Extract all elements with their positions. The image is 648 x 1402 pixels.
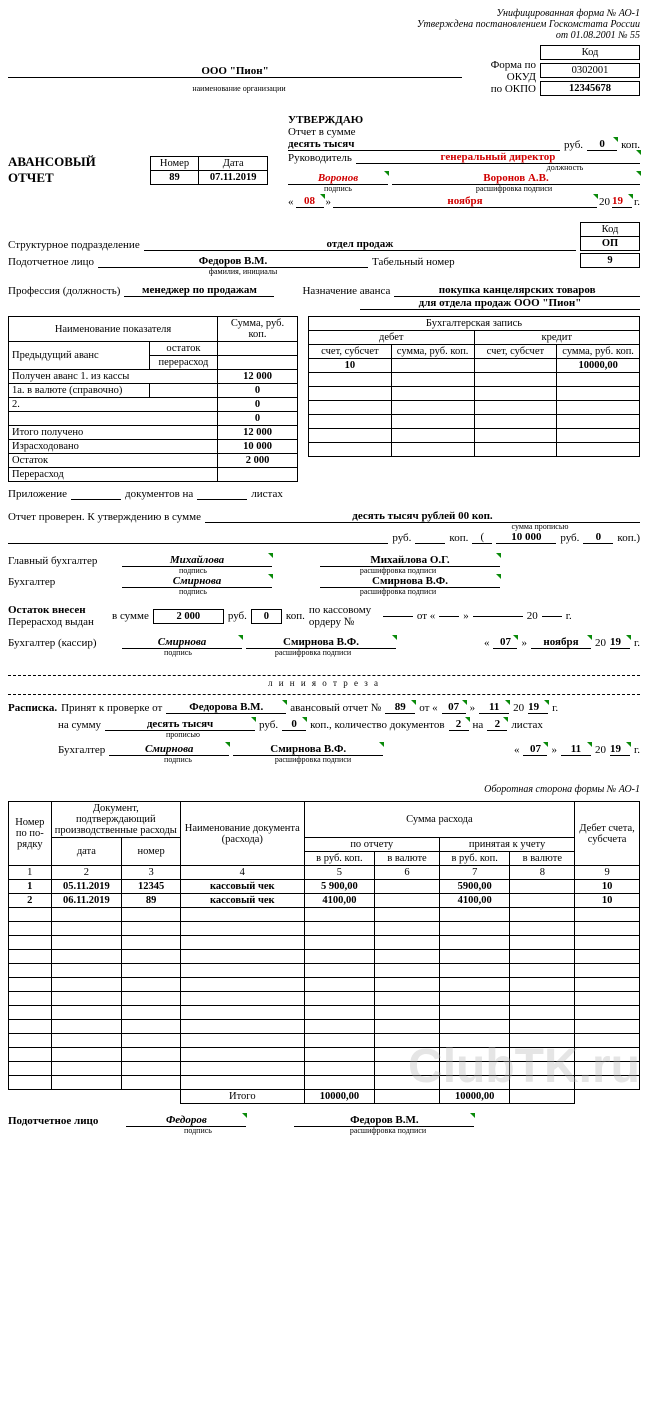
approve-year: 19: [612, 195, 632, 208]
table-row-empty: [9, 992, 640, 1006]
prof-label: Профессия (должность): [8, 285, 120, 297]
table-row: 206.11.201989кассовый чек4100,004100,001…: [9, 894, 640, 908]
dept-value: отдел продаж: [144, 238, 576, 251]
cut-label: л и н и я о т р е з а: [8, 678, 640, 688]
table-row-empty: [9, 978, 640, 992]
okpo-value: 12345678: [541, 82, 640, 96]
accountant-row: Бухгалтер Смирнова Смирнова В.Ф.: [8, 575, 640, 588]
balance-out-row: Остаток внесен Перерасход выдан в сумме …: [8, 604, 640, 628]
manager-sign: Воронов: [288, 172, 388, 185]
manager-position: генеральный директор: [356, 151, 640, 164]
back-title: Оборотная сторона формы № АО-1: [8, 784, 640, 795]
attachments-row: Приложение документов на листах: [8, 488, 640, 500]
person-sublabel: фамилия, инициалы: [108, 268, 378, 276]
chief-accountant-row: Главный бухгалтер Михайлова Михайлова О.…: [8, 554, 640, 567]
purpose-line2: для отдела продаж ООО "Пион": [360, 297, 640, 310]
okpo-label: по ОКПО: [470, 83, 540, 95]
kop-value: 0: [587, 138, 617, 151]
number-date-table: НомерДата 8907.11.2019: [150, 156, 268, 185]
doc-title: АВАНСОВЫЙ ОТЧЕТ: [8, 154, 142, 186]
form-header-3: от 01.08.2001 № 55: [8, 30, 640, 41]
footer-row: Подотчетное лицо Федоров Федоров В.М.: [8, 1114, 640, 1127]
receipt-line1: Расписка. Принят к проверке от Федорова …: [8, 701, 640, 714]
person-label: Подотчетное лицо: [8, 256, 94, 268]
table-row-empty: [9, 1048, 640, 1062]
codes-table: Код: [540, 45, 640, 60]
table-row-empty: [9, 1062, 640, 1076]
form-header-1: Унифицированная форма № АО-1: [8, 8, 640, 19]
table-row-empty: [9, 964, 640, 978]
table-row-empty: [9, 1076, 640, 1090]
total-row: Итого10000,0010000,00: [9, 1090, 640, 1104]
approve-month: ноября: [333, 195, 597, 208]
table-row-empty: [9, 1006, 640, 1020]
tab-label: Табельный номер: [372, 256, 455, 268]
table-row-empty: [9, 950, 640, 964]
table-row-empty: [9, 936, 640, 950]
dept-label: Структурное подразделение: [8, 239, 140, 251]
table-row-empty: [9, 1020, 640, 1034]
table-row-empty: [9, 908, 640, 922]
receipt-line3: Бухгалтер Смирнова Смирнова В.Ф. «07» 11…: [8, 743, 640, 756]
dept-code: ОП: [581, 237, 640, 251]
purpose-line1: покупка канцелярских товаров: [394, 284, 640, 297]
approve-title: УТВЕРЖДАЮ: [288, 114, 640, 126]
amounts-table: Наименование показателяСумма, руб. коп. …: [8, 316, 298, 482]
cashier-row: Бухгалтер (кассир) Смирнова Смирнова В.Ф…: [8, 636, 640, 649]
cut-line: [8, 675, 640, 676]
kod-label: Код: [541, 46, 640, 60]
okud-label: Форма по ОКУД: [470, 59, 540, 83]
receipt-line2: на сумму десять тысяч руб. 0 коп., колич…: [8, 718, 640, 731]
org-sublabel: наименование организации: [8, 85, 470, 93]
approve-day: 08: [296, 195, 324, 208]
sum-label: Отчет в сумме: [288, 126, 640, 138]
table-row-empty: [9, 922, 640, 936]
tab-value: 9: [581, 254, 640, 268]
org-name: ООО "Пион": [8, 65, 462, 78]
prof-value: менеджер по продажам: [124, 284, 274, 297]
manager-name: Воронов А.В.: [392, 172, 640, 185]
form-header-2: Утверждена постановлением Госкомстата Ро…: [8, 19, 640, 30]
purpose-label: Назначение аванса: [302, 285, 390, 297]
okud-value: 0302001: [541, 64, 640, 78]
expenses-table: Номер по по- рядку Документ, подтверждаю…: [8, 801, 640, 1104]
table-row-empty: [9, 1034, 640, 1048]
manager-label: Руководитель: [288, 152, 352, 164]
approve-block: УТВЕРЖДАЮ Отчет в сумме десять тысяч руб…: [288, 114, 640, 208]
table-row: 105.11.201912345кассовый чек5 900,005900…: [9, 880, 640, 894]
sum-words: десять тысяч: [288, 138, 560, 151]
accounting-table: Бухгалтерская запись дебеткредит счет, с…: [308, 316, 640, 457]
